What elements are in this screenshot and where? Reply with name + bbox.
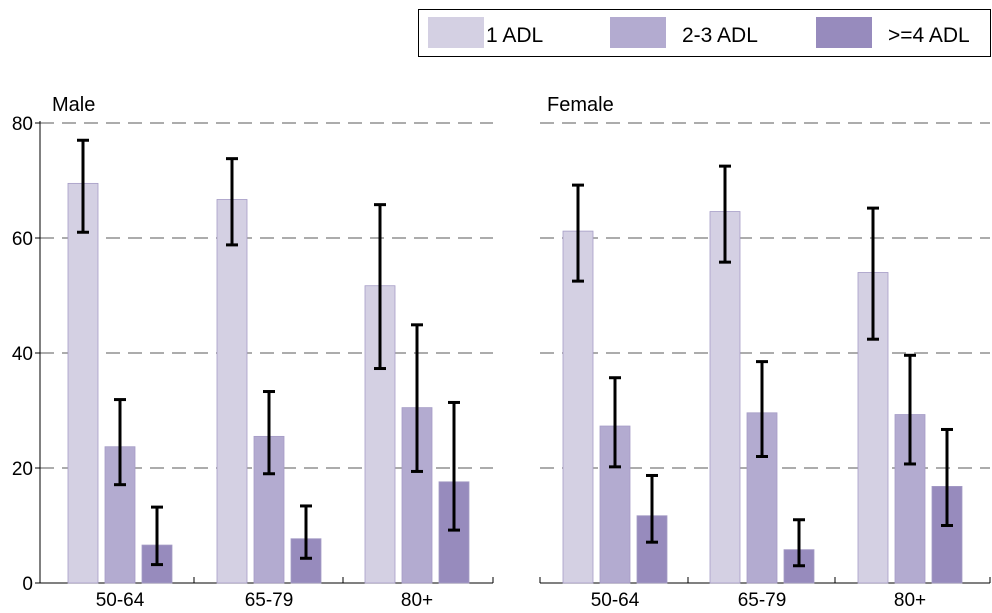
legend-label: 1 ADL	[486, 24, 543, 47]
bar	[438, 481, 470, 584]
x-tick-label: 65-79	[245, 590, 294, 611]
bar	[562, 230, 594, 584]
panel: Male 0 20 40 60 80 50-64 65-79 80+	[12, 94, 494, 611]
bar	[67, 182, 99, 584]
legend-label: >=4 ADL	[888, 24, 970, 47]
panel-title: Male	[52, 94, 95, 116]
legend-label: 2-3 ADL	[682, 24, 758, 47]
y-tick-label: 40	[12, 344, 33, 365]
chart-panels: Male 0 20 40 60 80 50-64 65-79 80+ Female 50-64 65-…	[12, 94, 991, 611]
x-tick-label: 65-79	[738, 590, 787, 611]
panel: Female 50-64 65-79 80+	[539, 94, 991, 611]
y-tick-label: 60	[12, 229, 33, 250]
x-tick-label: 50-64	[96, 590, 145, 611]
panel-title: Female	[547, 94, 614, 116]
y-tick-label: 20	[12, 459, 33, 480]
legend-swatch	[428, 17, 484, 48]
legend-swatch	[816, 17, 872, 48]
bar	[709, 211, 741, 584]
y-tick-label: 80	[12, 114, 33, 135]
legend-swatch	[610, 17, 666, 48]
x-tick-label: 50-64	[591, 590, 640, 611]
x-tick-label: 80+	[894, 590, 926, 611]
x-tick-label: 80+	[401, 590, 433, 611]
bar	[216, 199, 248, 584]
legend-box	[418, 9, 991, 57]
legend: 1 ADL 2-3 ADL >=4 ADL	[418, 9, 991, 57]
y-tick-label: 0	[22, 574, 33, 595]
